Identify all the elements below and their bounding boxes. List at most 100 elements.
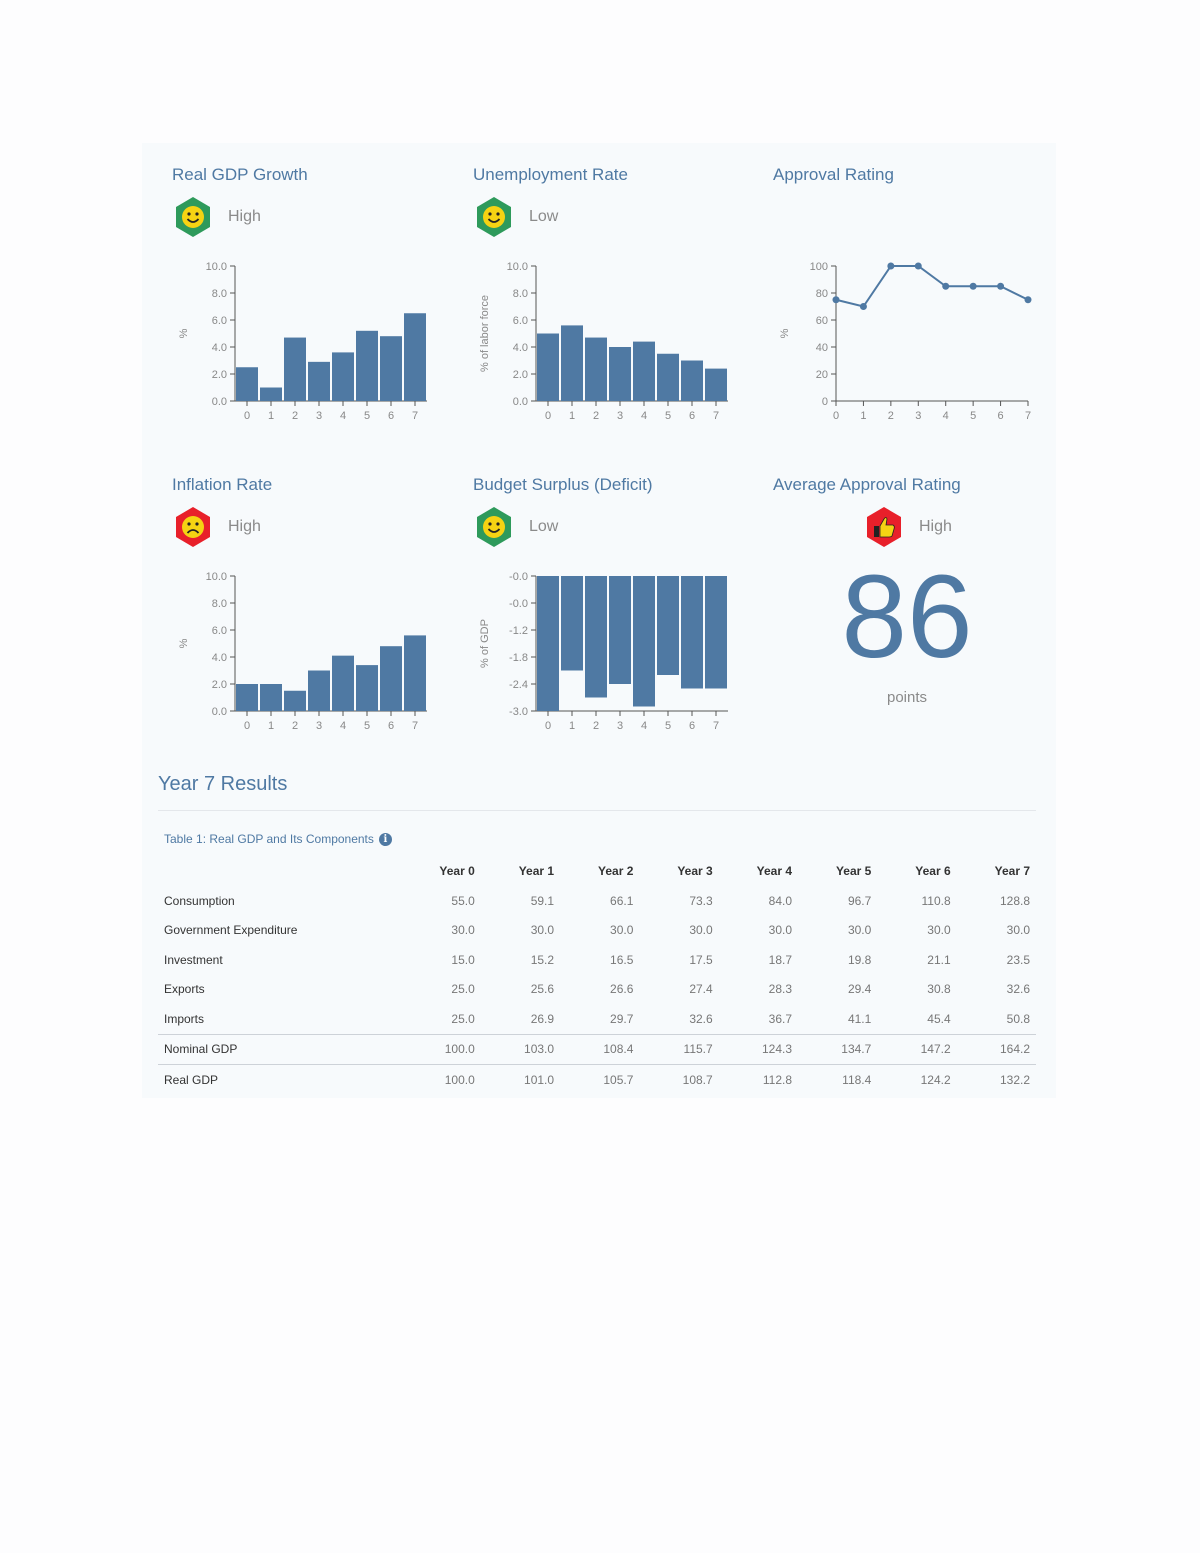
x-tick-label: 4 [340,720,346,732]
table-header-year: Year 0 [439,864,475,878]
bar [284,337,306,401]
row-label: Imports [164,1011,205,1026]
x-tick-label: 7 [713,410,719,422]
x-tick-label: 2 [888,410,894,422]
table-header-year: Year 6 [915,864,951,878]
x-tick-label: 2 [593,720,599,732]
table-cell: 32.6 [1006,982,1030,997]
table-cell: 124.3 [718,1033,798,1065]
approval-chart: 100 80 60 40 20 0% 0 1 2 3 4 5 6 7 [779,261,1032,422]
table-cell: 21.1 [927,952,951,967]
bar [380,336,402,401]
y-tick-label: 0.0 [513,396,528,408]
section-divider [158,810,1036,811]
x-tick-label: 5 [970,410,976,422]
bar [657,576,679,675]
budget-status: Low [473,505,558,549]
table-cell: 110.8 [921,893,951,908]
x-tick-label: 5 [364,410,370,422]
x-tick-label: 1 [268,410,274,422]
table-row: Imports 25.0 26.9 29.7 32.6 36.7 41.1 45.4 50.8 [158,1004,1036,1034]
x-tick-label: 0 [545,720,551,732]
x-tick-label: 4 [641,410,647,422]
bar [681,360,703,401]
table-cell: 103.0 [480,1033,561,1065]
data-point [859,303,867,310]
y-axis-label: % of GDP [479,619,491,668]
x-tick-label: 3 [617,720,623,732]
table-cell: 100.0 [401,1033,481,1065]
data-point [832,296,840,304]
table-cell: 147.2 [877,1033,957,1065]
table-header-year: Year 5 [835,864,872,878]
info-icon[interactable]: i [378,832,392,846]
x-tick-label: 3 [316,410,322,422]
gdp-chart: 10.0 8.0 6.0 4.0 2.0 0.0% 0 1 2 3 4 5 6 7 [178,261,427,422]
y-tick-label: 4.0 [513,342,528,354]
bar [308,670,330,711]
table-cell: 118.4 [798,1064,878,1095]
x-tick-label: 4 [641,720,647,732]
row-label: Nominal GDP [158,1033,402,1065]
bar [356,665,378,711]
y-tick-label: 8.0 [513,288,528,300]
y-tick-label: 60 [816,315,828,327]
table-header-year: Year 4 [756,864,792,878]
smiley-icon [473,196,515,238]
table-cell: 105.7 [560,1064,640,1095]
bar [561,325,583,401]
y-tick-label: 0 [822,396,828,408]
table-header-label [158,856,401,886]
table-cell: 25.6 [530,982,555,997]
table-row: Government Expenditure 30.0 30.0 30.0 30.0 30… [158,916,1036,946]
x-tick-label: 0 [244,720,250,732]
table-cell: 19.8 [847,952,872,967]
table-cell: 115.7 [639,1033,719,1065]
unemployment-status-label: Low [529,208,559,225]
row-label: Investment [164,952,223,967]
y-tick-label: -0.0 [509,571,528,583]
bar [332,655,354,711]
budget-title: Budget Surplus (Deficit) [473,475,653,494]
table-cell: 84.0 [768,893,792,908]
table-cell: 27.4 [689,982,713,997]
approval-title: Approval Rating [773,165,894,184]
y-tick-label: 2.0 [212,679,227,691]
x-tick-label: 4 [943,410,949,422]
y-tick-label: 0.0 [212,706,227,718]
frown-icon [172,506,214,548]
bar [585,337,607,401]
table-cell: 55.0 [451,893,475,908]
table-cell: 30.0 [610,923,634,938]
table-cell: 26.6 [610,982,634,997]
y-tick-label: 10.0 [206,261,227,273]
table-header-year: Year 2 [598,864,634,878]
bar [609,576,631,684]
y-tick-label: -1.8 [509,652,528,664]
table-cell: 30.0 [847,923,872,938]
table-cell: 100.0 [401,1064,481,1095]
approval-card: Approval Rating 100 80 60 40 20 0% 0 1 2 3 4 5 6 7 [743,143,1033,443]
unemployment-card: Unemployment Rate Low 10.0 8.0 6.0 4.0 2.0 0.… [443,143,733,443]
data-point [887,262,895,270]
x-tick-label: 0 [545,410,551,422]
table-cell: 132.2 [956,1064,1036,1095]
row-label: Government Expenditure [164,923,298,938]
y-tick-label: -0.0 [509,598,528,610]
data-point [997,282,1005,290]
x-tick-label: 7 [412,720,418,732]
table-row: Nominal GDP 100.0 103.0 108.4 115.7 124.3 134.… [158,1033,1036,1065]
table-cell: 30.0 [927,923,951,938]
bar [236,367,258,401]
bar [657,353,679,401]
table-cell: 30.0 [689,923,713,938]
x-tick-label: 3 [316,720,322,732]
table-cell: 108.7 [639,1064,719,1095]
table-header-year: Year 1 [518,864,555,878]
table-cell: 32.6 [689,1011,713,1026]
table-cell: 128.8 [999,893,1030,908]
table-cell: 15.0 [451,952,475,967]
gdp-status-label: High [228,208,261,225]
table-caption-text: Table 1: Real GDP and Its Components [164,832,374,846]
y-tick-label: 6.0 [513,315,528,327]
